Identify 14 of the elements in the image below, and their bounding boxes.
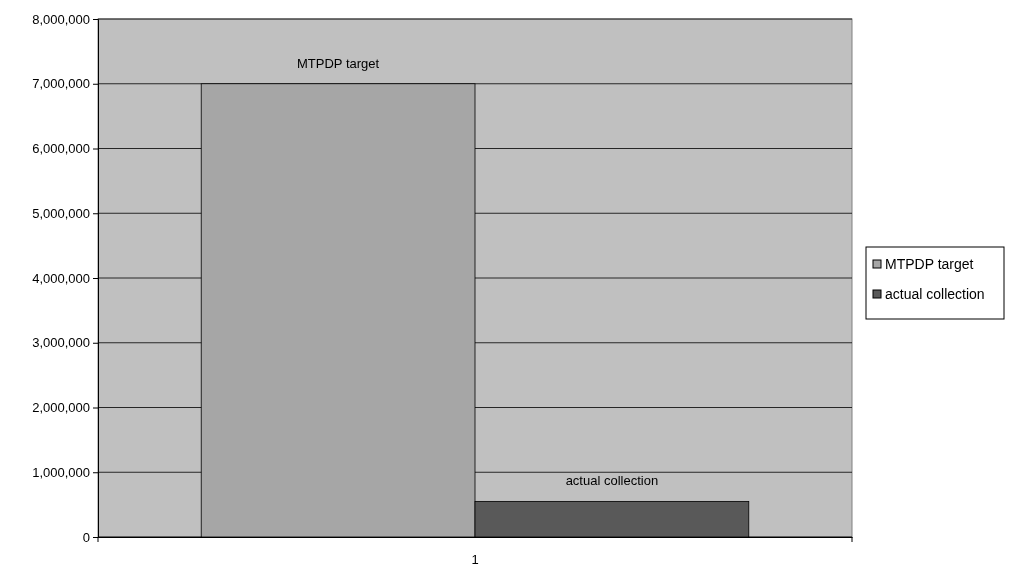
legend-label: actual collection [885,286,985,302]
legend-label: MTPDP target [885,256,974,272]
y-tick-label: 7,000,000 [32,76,90,92]
x-tick-label: 1 [471,552,479,568]
y-tick-label: 3,000,000 [32,335,90,351]
y-tick-label: 1,000,000 [32,464,90,480]
y-tick-label: 5,000,000 [32,205,90,221]
annotation: actual collection [565,473,659,489]
y-tick-label: 0 [82,529,90,545]
annotation: MTPDP target [297,55,380,71]
y-tick-label: 6,000,000 [32,141,90,157]
y-tick-label: 4,000,000 [32,270,90,286]
y-tick-label: 8,000,000 [32,11,90,27]
y-tick-label: 2,000,000 [32,400,90,416]
